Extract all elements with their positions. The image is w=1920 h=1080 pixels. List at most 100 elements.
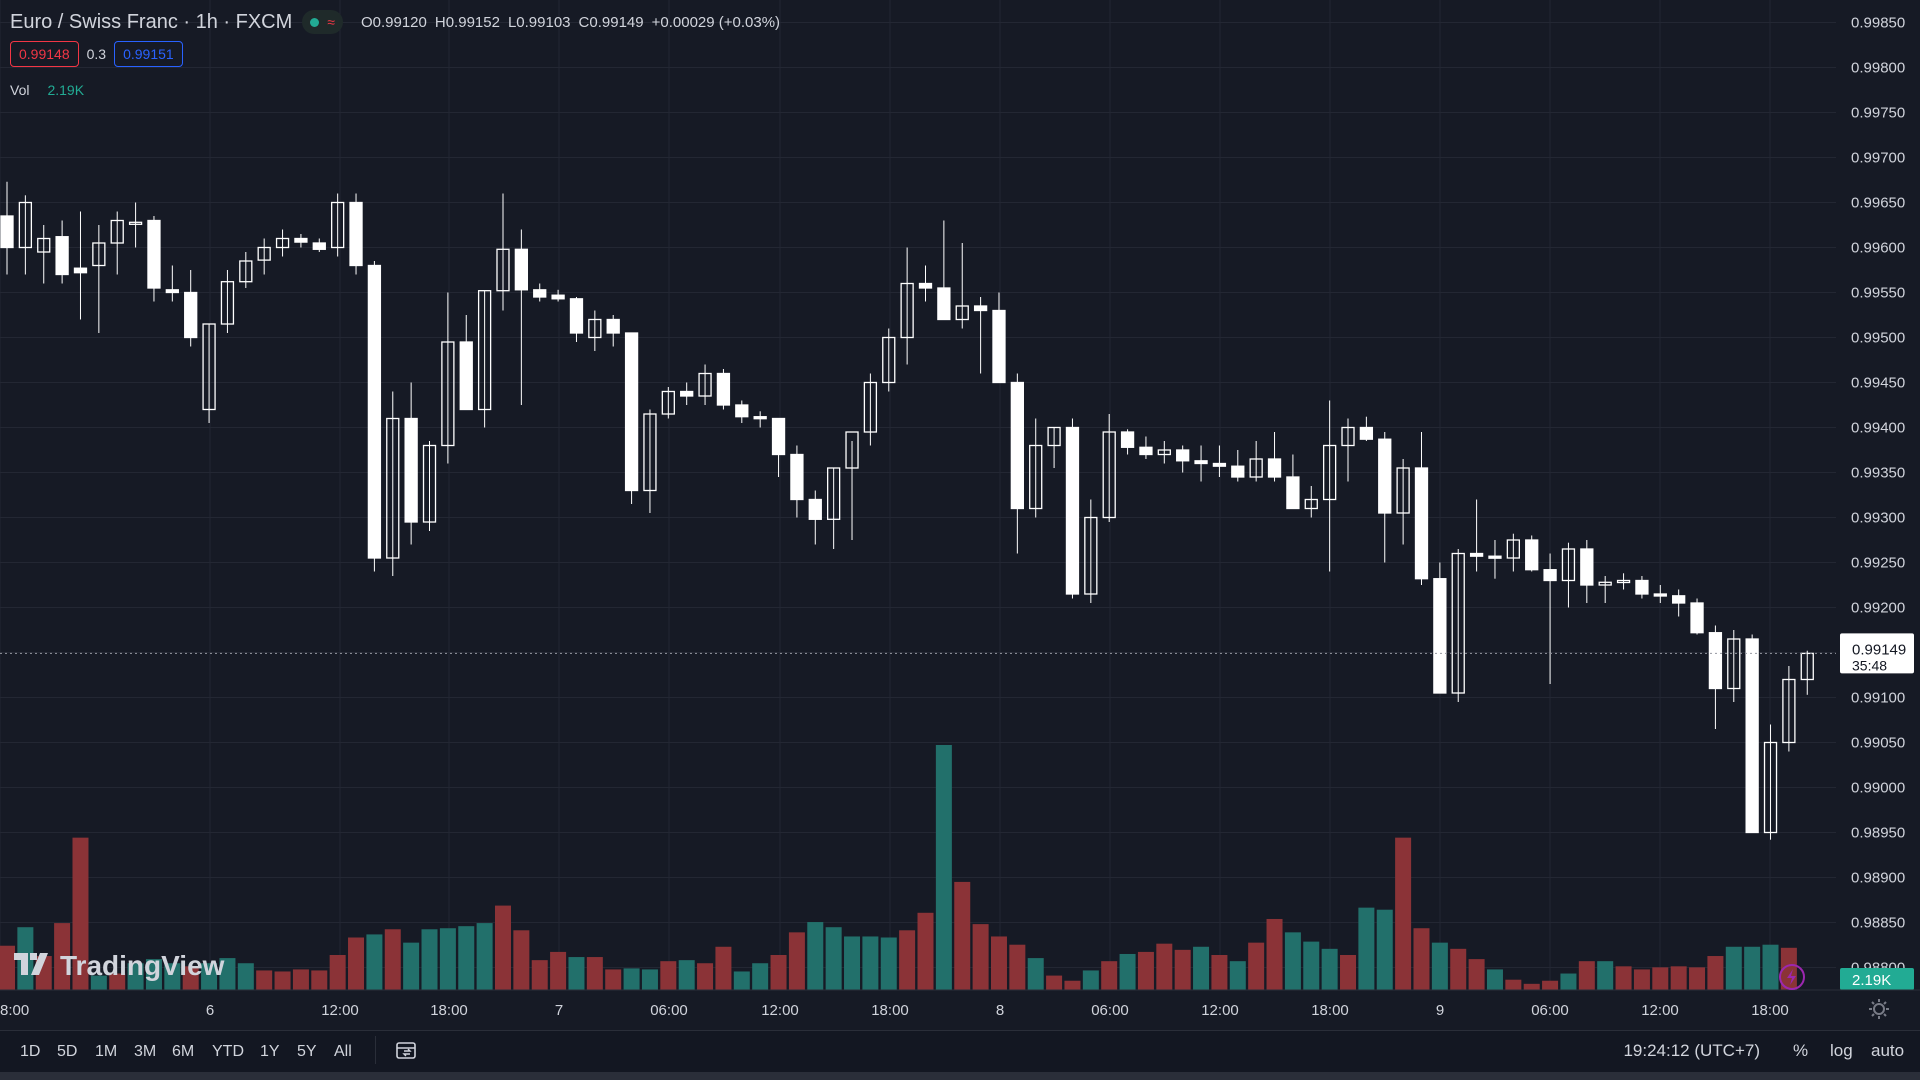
candle (1433, 562, 1447, 694)
candle (1286, 454, 1300, 510)
candle-body (459, 341, 473, 411)
range-1y[interactable]: 1Y (260, 1043, 280, 1060)
high-value: 0.99152 (445, 13, 500, 31)
candle-body (275, 237, 290, 249)
candle (882, 328, 896, 392)
price-tick-label: 0.99000 (1851, 780, 1905, 797)
candle-body (1506, 539, 1520, 559)
candle (294, 234, 308, 248)
candle (1047, 426, 1061, 468)
candle-body (1672, 595, 1686, 604)
candle (698, 364, 712, 405)
price-tick-label: 0.99400 (1851, 420, 1905, 437)
candle-body (1084, 516, 1098, 595)
candle (661, 387, 675, 419)
percent-scale-toggle[interactable]: % (1793, 1041, 1809, 1060)
volume-value: 2.19K (47, 82, 85, 98)
range-ytd[interactable]: YTD (212, 1043, 244, 1060)
log-scale-toggle[interactable]: log (1830, 1041, 1853, 1060)
volume-bar (1707, 956, 1724, 990)
tradingview-logo[interactable]: TradingView (14, 950, 224, 982)
candle (1488, 540, 1502, 579)
candle-body (1598, 581, 1612, 586)
candle (1322, 400, 1337, 572)
volume-bar (1101, 961, 1118, 990)
candle-body (882, 336, 896, 384)
candle-body (1120, 431, 1135, 448)
time-tick-label: 12:00 (1201, 1002, 1239, 1019)
buy-price-button[interactable]: 0.99151 (114, 41, 183, 67)
candle (863, 373, 878, 446)
volume-bar (550, 951, 567, 990)
candle-body (937, 287, 951, 321)
candle-body (808, 498, 822, 520)
candle (1157, 441, 1171, 464)
range-6m[interactable]: 6M (172, 1043, 195, 1060)
volume-bar (1119, 953, 1136, 990)
candle-body (1286, 476, 1300, 510)
range-1d[interactable]: 1D (20, 1043, 41, 1060)
range-5d[interactable]: 5D (57, 1043, 78, 1060)
sell-price-button[interactable]: 0.99148 (10, 41, 79, 67)
settings-gear-icon[interactable] (1868, 998, 1890, 1025)
market-status[interactable]: ≈ (302, 10, 343, 34)
candle (220, 270, 235, 333)
time-tick-label: 18:00 (871, 1002, 909, 1019)
candle (55, 220, 69, 284)
candle-body (1708, 632, 1723, 690)
symbol-title[interactable]: Euro / Swiss Franc · 1h · FXCM (10, 10, 293, 33)
candle (1708, 625, 1723, 729)
time-axis: 8:00 6 12:00 18:00 7 06:00 12:00 18:00 8 06:00 12:… (0, 989, 1920, 1019)
candle (367, 261, 382, 572)
candlestick-chart[interactable]: 0.99850 0.99800 0.99750 0.99700 0.99650 0.996… (0, 0, 1920, 1030)
candle-body (1102, 431, 1116, 519)
candle (349, 193, 363, 275)
candle (624, 332, 639, 504)
timezone-clock[interactable]: 19:24:12 (UTC+7) (1623, 1041, 1760, 1060)
low-value: 0.99103 (516, 13, 571, 31)
candle-body (1194, 460, 1208, 465)
candle-body (1782, 678, 1796, 744)
volume-bar (1211, 955, 1228, 990)
candle (1396, 459, 1410, 545)
range-5y[interactable]: 5Y (297, 1043, 317, 1060)
volume-bar (384, 929, 401, 990)
range-3m[interactable]: 3M (134, 1043, 157, 1060)
candle-body (147, 219, 161, 289)
volume-bar (990, 936, 1007, 990)
range-1m[interactable]: 1M (95, 1043, 118, 1060)
candle (808, 490, 822, 545)
volume-bar (1229, 961, 1246, 990)
price-tick-label: 0.99700 (1851, 150, 1905, 167)
time-tick-label: 9 (1436, 1002, 1444, 1019)
candle (386, 391, 400, 576)
candle-body (1029, 444, 1043, 510)
candle (790, 445, 804, 518)
candle-body (1267, 458, 1282, 478)
volume-badge-label: 2.19K (1852, 972, 1891, 989)
candle-body (716, 372, 731, 406)
volume-legend[interactable]: Vol 2.19K (10, 82, 84, 98)
candle (1727, 630, 1741, 702)
volume-bar (1284, 932, 1301, 990)
auto-scale-toggle[interactable]: auto (1871, 1041, 1905, 1060)
candle-body (1561, 548, 1576, 582)
candle-body (955, 305, 969, 321)
candle-body (37, 237, 51, 253)
goto-date-icon[interactable] (395, 1040, 417, 1065)
range-all[interactable]: All (334, 1043, 352, 1060)
volume-bar (1248, 942, 1265, 990)
candle-body (496, 248, 510, 292)
candle-body (1488, 555, 1502, 559)
candle (735, 400, 749, 423)
candle (1010, 373, 1024, 554)
price-tick-label: 0.99550 (1851, 285, 1905, 302)
market-open-dot-icon (310, 17, 320, 27)
candle (1598, 576, 1612, 603)
volume-bar (1174, 949, 1191, 990)
candle-body (1451, 552, 1465, 694)
lightning-icon[interactable] (1778, 963, 1806, 996)
candle-body (1304, 498, 1318, 510)
candle (1561, 542, 1576, 608)
